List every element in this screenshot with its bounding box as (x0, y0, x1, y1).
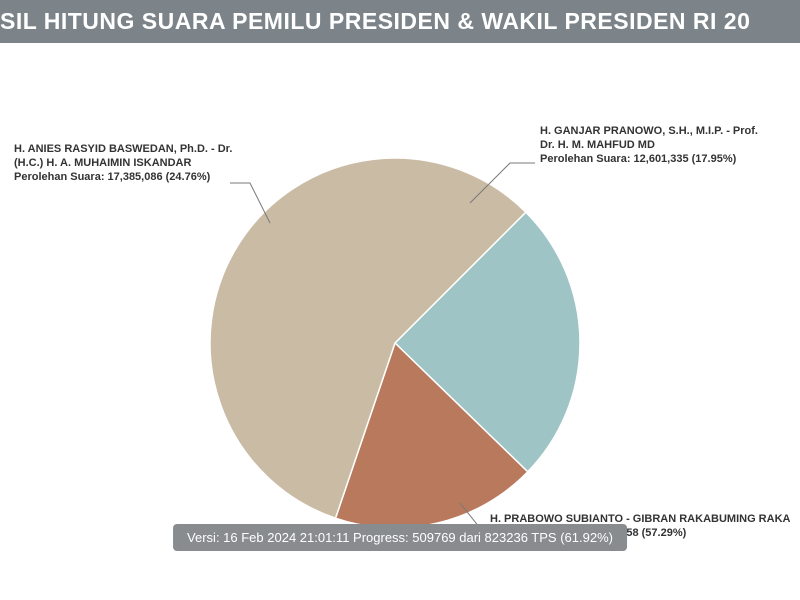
version-progress-footer: Versi: 16 Feb 2024 21:01:11 Progress: 50… (173, 524, 627, 551)
candidate-name-line2: Dr. H. M. MAHFUD MD (540, 139, 758, 153)
slice-label-ganjar: H. GANJAR PRANOWO, S.H., M.I.P. - Prof. … (540, 125, 758, 166)
page-title: SIL HITUNG SUARA PEMILU PRESIDEN & WAKIL… (0, 0, 800, 43)
slice-label-anies: H. ANIES RASYID BASWEDAN, Ph.D. - Dr. (H… (14, 143, 232, 184)
pie-chart-area: H. ANIES RASYID BASWEDAN, Ph.D. - Dr. (H… (0, 43, 800, 553)
candidate-name: H. GANJAR PRANOWO, S.H., M.I.P. - Prof. (540, 125, 758, 139)
candidate-name: H. ANIES RASYID BASWEDAN, Ph.D. - Dr. (14, 143, 232, 157)
candidate-name-line2: (H.C.) H. A. MUHAIMIN ISKANDAR (14, 157, 232, 171)
vote-count: Perolehan Suara: 12,601,335 (17.95%) (540, 153, 758, 167)
vote-count: Perolehan Suara: 17,385,086 (24.76%) (14, 171, 232, 185)
pie-chart-svg (0, 43, 800, 553)
